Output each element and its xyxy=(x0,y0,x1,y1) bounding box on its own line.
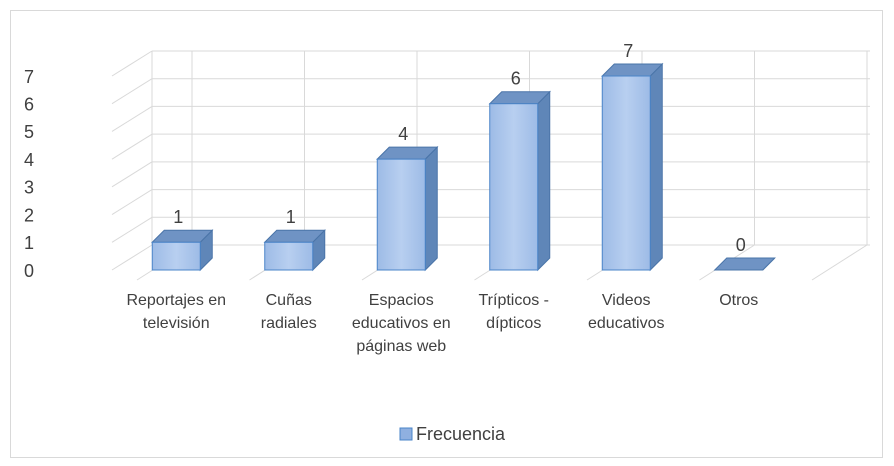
value-label: 0 xyxy=(736,235,746,255)
grid-line xyxy=(111,133,153,160)
y-tick-label: 7 xyxy=(24,67,34,87)
bar xyxy=(489,103,539,271)
bar-top xyxy=(713,257,776,271)
x-tick-label: Cuñas radiales xyxy=(260,292,317,332)
chart-border xyxy=(10,10,883,458)
x-tick-label: Otros xyxy=(719,292,759,309)
grid-line xyxy=(111,216,153,243)
grid-line xyxy=(111,244,153,271)
grid-line xyxy=(111,189,153,215)
value-label: 4 xyxy=(398,124,408,144)
bar xyxy=(151,241,201,271)
y-tick-label: 6 xyxy=(24,94,34,114)
value-label: 7 xyxy=(623,41,633,61)
y-tick-label: 4 xyxy=(24,150,34,170)
grid-line xyxy=(111,106,153,132)
bar-side xyxy=(537,90,551,272)
grid-line xyxy=(111,161,153,188)
x-tick-label: Reportajes en televisión xyxy=(126,292,227,332)
y-tick-label: 5 xyxy=(24,122,34,142)
y-tick-label: 3 xyxy=(24,178,34,198)
value-label: 1 xyxy=(173,207,183,227)
legend-swatch xyxy=(399,427,413,441)
legend-label: Frecuencia xyxy=(416,424,506,444)
y-tick-label: 1 xyxy=(24,233,34,253)
bar-side xyxy=(424,145,438,272)
bar xyxy=(264,241,314,271)
bar xyxy=(601,75,651,271)
bar xyxy=(376,158,426,271)
floor-divider xyxy=(811,244,868,281)
bar-side xyxy=(649,62,663,272)
y-tick-label: 0 xyxy=(24,261,34,281)
x-tick-label: Videos educativos xyxy=(588,292,665,332)
grid-line xyxy=(111,78,153,105)
x-tick-label: Trípticos - dípticos xyxy=(478,292,550,332)
x-tick-label: Espacios educativos en páginas web xyxy=(351,292,451,355)
value-label: 1 xyxy=(286,207,296,227)
y-tick-label: 2 xyxy=(24,205,34,225)
value-label: 6 xyxy=(511,68,521,88)
grid-line xyxy=(111,50,153,77)
